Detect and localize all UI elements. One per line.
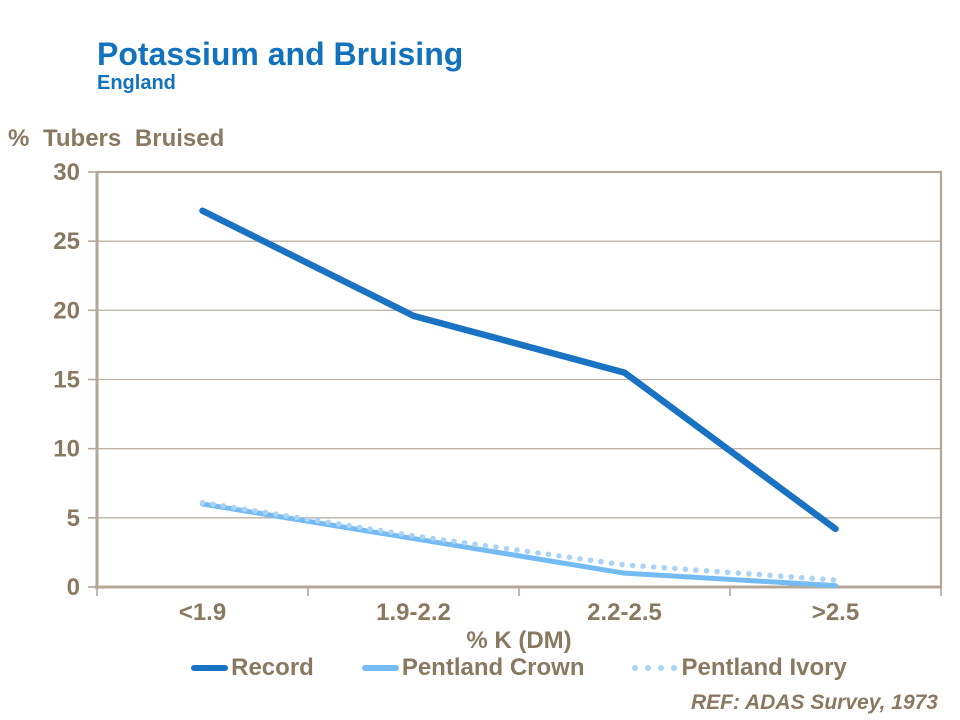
legend-dot-icon (671, 665, 678, 671)
y-tick-label: 15 (53, 367, 80, 394)
y-tick-label: 30 (53, 159, 80, 186)
y-tick-label: 5 (67, 505, 80, 532)
legend-swatch-dotted-line-icon (632, 665, 678, 671)
chart-legend: Record Pentland Crown Pentland Ivory (97, 651, 941, 685)
legend-item-pentland-ivory: Pentland Ivory (632, 654, 847, 682)
legend-swatch-line-icon (191, 665, 229, 671)
legend-item-record: Record (191, 654, 314, 682)
x-tick-label: 2.2-2.5 (587, 599, 662, 626)
legend-item-pentland-crown: Pentland Crown (361, 654, 585, 682)
legend-label: Pentland Ivory (681, 654, 847, 681)
legend-dot-icon (645, 665, 652, 671)
x-axis-title: % K (DM) (466, 627, 571, 654)
x-tick-label: <1.9 (179, 599, 226, 626)
legend-dot-icon (632, 665, 639, 671)
y-tick-label: 10 (53, 436, 80, 463)
y-axis-title: % Tubers Bruised (8, 125, 225, 152)
y-tick-label: 0 (67, 574, 80, 601)
reference-note: REF: ADAS Survey, 1973 (690, 691, 938, 714)
series-line-pentland-ivory (199, 499, 839, 583)
chart-subtitle: England (97, 72, 176, 94)
y-tick-label: 25 (53, 228, 80, 255)
legend-swatch-line-icon (361, 665, 399, 671)
x-tick-label: >2.5 (812, 599, 859, 626)
chart-title: Potassium and Bruising (97, 36, 464, 72)
legend-dot-icon (658, 665, 665, 671)
legend-label: Record (231, 654, 314, 681)
x-tick-label: 1.9-2.2 (376, 599, 451, 626)
legend-label: Pentland Crown (401, 654, 585, 681)
y-tick-label: 20 (53, 297, 80, 324)
line-chart-plot-area: 0 5 10 15 20 25 30 <1.9 1.9-2.2 2.2-2.5 >2.5 % K (D… (53, 159, 943, 654)
series-line-record (199, 207, 839, 533)
